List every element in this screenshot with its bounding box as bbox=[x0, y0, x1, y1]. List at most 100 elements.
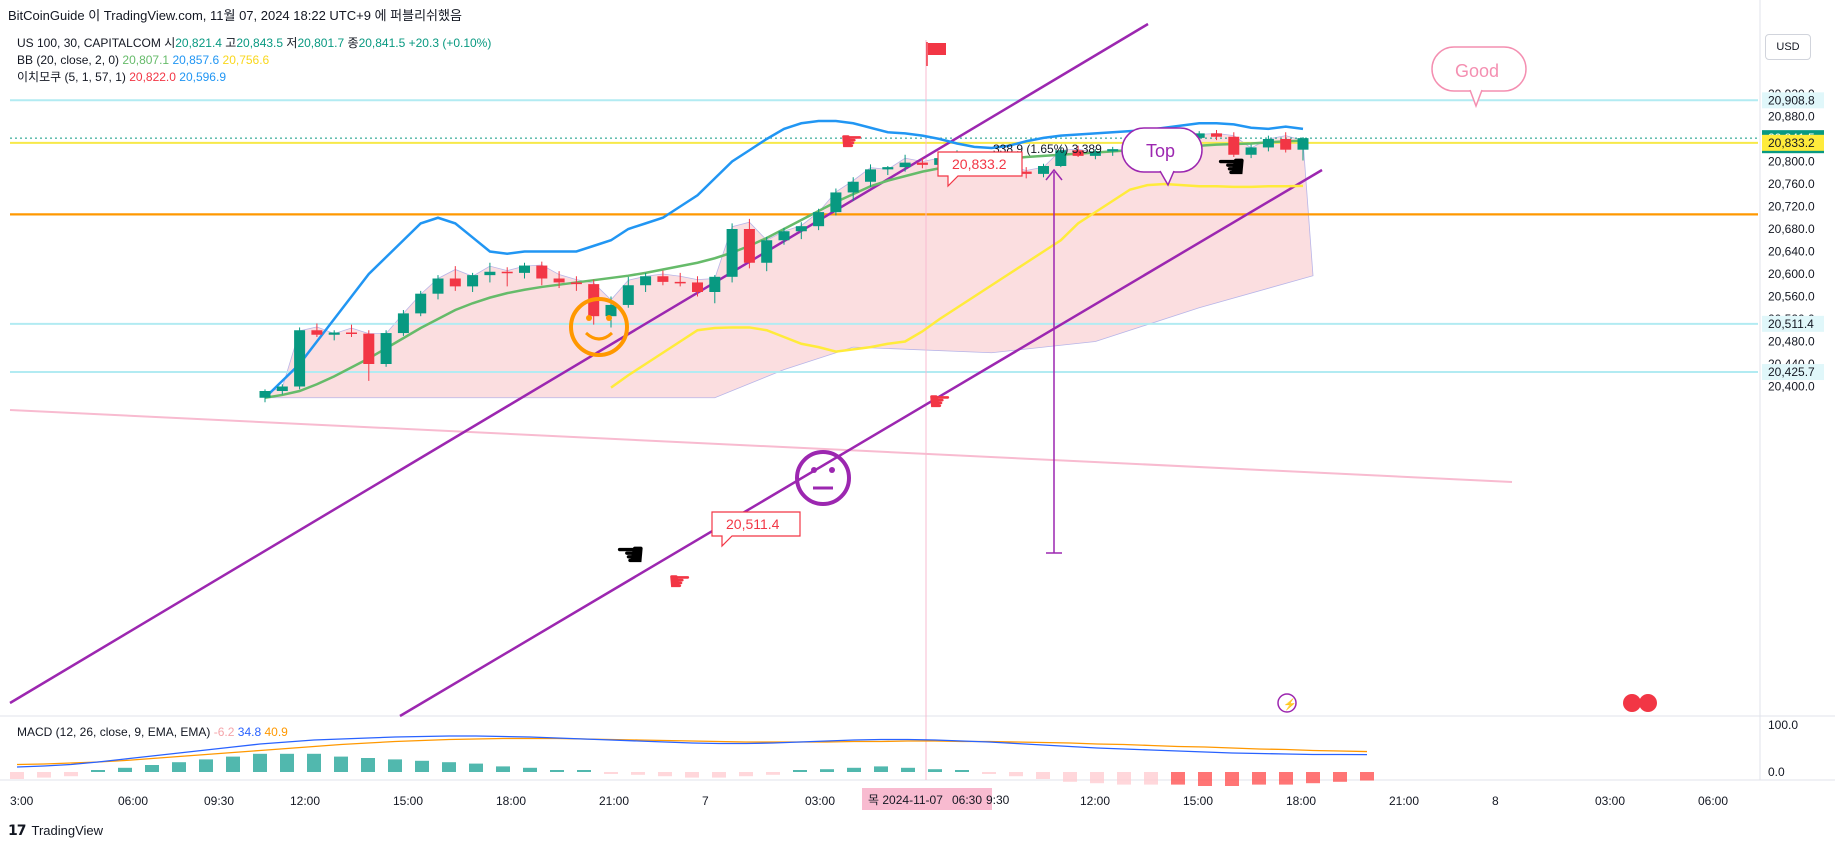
price-badge-bg bbox=[1762, 364, 1824, 381]
candle-body[interactable] bbox=[605, 304, 617, 317]
neutral-face-icon[interactable] bbox=[795, 450, 851, 506]
candle-body[interactable] bbox=[1038, 166, 1049, 174]
candle-body[interactable] bbox=[1262, 139, 1274, 148]
candle-body[interactable] bbox=[311, 330, 323, 335]
bb-legend[interactable]: BB (20, close, 2, 0) 20,807.1 20,857.6 2… bbox=[17, 52, 491, 69]
lightning-event-icon[interactable] bbox=[1277, 693, 1297, 713]
candle-body[interactable] bbox=[1228, 136, 1240, 155]
candle-body[interactable] bbox=[570, 282, 582, 285]
candle-body[interactable] bbox=[467, 275, 479, 287]
candle-body[interactable] bbox=[432, 278, 444, 294]
macd-hist-bar bbox=[118, 767, 132, 772]
candle-body[interactable] bbox=[830, 192, 842, 213]
candle-body[interactable] bbox=[1055, 150, 1067, 166]
candle-body[interactable] bbox=[415, 293, 427, 314]
candle-body[interactable] bbox=[622, 285, 634, 305]
candle-body[interactable] bbox=[916, 162, 928, 165]
candle-body[interactable] bbox=[519, 265, 530, 273]
candle-body[interactable] bbox=[380, 333, 392, 364]
candle-body[interactable] bbox=[346, 332, 357, 335]
macd-hist-bar bbox=[388, 759, 402, 772]
time-tick-label: 03:00 bbox=[805, 794, 835, 808]
currency-button[interactable]: USD bbox=[1765, 34, 1811, 60]
us-flag-event-icon[interactable] bbox=[1639, 694, 1657, 712]
price-tick-label: 20,720.0 bbox=[1768, 200, 1815, 214]
macd-hist-bar bbox=[1252, 772, 1266, 785]
macd-legend[interactable]: MACD (12, 26, close, 9, EMA, EMA) -6.2 3… bbox=[17, 725, 288, 739]
candle-body[interactable] bbox=[1280, 139, 1292, 150]
candle-body[interactable] bbox=[899, 162, 911, 168]
ichimoku-value-2: 20,596.9 bbox=[179, 70, 226, 84]
candle-body[interactable] bbox=[1020, 171, 1032, 174]
footer-brand[interactable]: 𝟭𝟳 TradingView bbox=[8, 822, 103, 839]
candle-body[interactable] bbox=[795, 226, 807, 232]
callout-low: 20,511.4 bbox=[726, 516, 780, 532]
candle-body[interactable] bbox=[328, 332, 340, 335]
candle-body[interactable] bbox=[1089, 151, 1101, 156]
pointing-hand-icon[interactable]: ☛ bbox=[928, 386, 951, 416]
candle-body[interactable] bbox=[743, 229, 755, 263]
close-value: 20,841.5 bbox=[358, 36, 406, 50]
macd-hist-bar bbox=[334, 756, 348, 772]
top-bubble-tail bbox=[1159, 170, 1175, 187]
candle-body[interactable] bbox=[692, 282, 703, 292]
macd-hist-bar bbox=[739, 772, 753, 777]
candle-body[interactable] bbox=[813, 212, 825, 227]
candle-body[interactable] bbox=[847, 181, 859, 193]
candle-body[interactable] bbox=[640, 276, 652, 286]
candle-body[interactable] bbox=[865, 169, 876, 182]
change-value: +20.3 (+0.10%) bbox=[408, 36, 492, 50]
candle-body[interactable] bbox=[553, 278, 565, 283]
macd-hist-bar bbox=[1144, 772, 1158, 785]
candle-body[interactable] bbox=[1245, 147, 1257, 155]
callout-low-box[interactable] bbox=[711, 511, 801, 548]
candle-body[interactable] bbox=[1193, 133, 1205, 138]
candle-body[interactable] bbox=[363, 333, 375, 364]
candle-body[interactable] bbox=[1297, 138, 1309, 150]
symbol-label[interactable]: US 100, 30, CAPITALCOM bbox=[17, 36, 161, 50]
good-bubble-text: Good bbox=[1455, 61, 1499, 81]
footer-label: TradingView bbox=[31, 823, 104, 838]
channel-lower-line[interactable] bbox=[399, 168, 1323, 718]
candle-body[interactable] bbox=[674, 281, 686, 284]
pointing-hand-icon[interactable]: ☚ bbox=[1216, 148, 1246, 186]
candle-body[interactable] bbox=[761, 240, 773, 263]
pink-trendline[interactable] bbox=[9, 409, 1513, 483]
macd-hist-bar bbox=[37, 772, 51, 778]
candle-body[interactable] bbox=[1107, 149, 1119, 152]
candle-body[interactable] bbox=[397, 313, 409, 334]
pointing-hand-icon[interactable]: ☛ bbox=[668, 566, 691, 596]
candle-body[interactable] bbox=[1211, 133, 1222, 137]
pointing-hand-icon[interactable]: ☚ bbox=[615, 536, 645, 574]
candle-body[interactable] bbox=[276, 386, 288, 392]
candle-body[interactable] bbox=[294, 330, 306, 387]
macd-line bbox=[16, 735, 1368, 768]
candle-body[interactable] bbox=[259, 391, 271, 398]
macd-hist-bar bbox=[172, 762, 186, 772]
macd-hist-bar bbox=[1090, 772, 1104, 784]
ichimoku-legend[interactable]: 이치모쿠 (5, 1, 57, 1) 20,822.0 20,596.9 bbox=[17, 69, 491, 86]
candle-body[interactable] bbox=[484, 271, 496, 276]
macd-hist-bar bbox=[928, 769, 942, 772]
flag-icon[interactable] bbox=[928, 43, 946, 55]
pointing-hand-icon[interactable]: ☛ bbox=[840, 126, 863, 156]
candle-body[interactable] bbox=[536, 265, 548, 279]
callout-high-box[interactable] bbox=[937, 151, 1023, 188]
candle-body[interactable] bbox=[882, 167, 894, 170]
candle-body[interactable] bbox=[778, 231, 790, 241]
macd-hist-bar bbox=[226, 756, 240, 772]
candle-body[interactable] bbox=[501, 271, 513, 274]
smiley-face-icon[interactable] bbox=[569, 297, 629, 357]
macd-hist-bar bbox=[712, 772, 726, 778]
candle-body[interactable] bbox=[657, 276, 669, 282]
candle-body[interactable] bbox=[449, 278, 461, 287]
candle-body[interactable] bbox=[1072, 150, 1084, 156]
macd-hist-bar bbox=[847, 767, 861, 772]
candle-body[interactable] bbox=[709, 276, 721, 292]
top-bubble-text: Top bbox=[1146, 141, 1175, 161]
macd-hist-bar bbox=[523, 767, 537, 772]
channel-upper-line[interactable] bbox=[9, 22, 1149, 705]
candle-body[interactable] bbox=[726, 229, 738, 277]
us-flag-event-icon[interactable] bbox=[1623, 694, 1641, 712]
